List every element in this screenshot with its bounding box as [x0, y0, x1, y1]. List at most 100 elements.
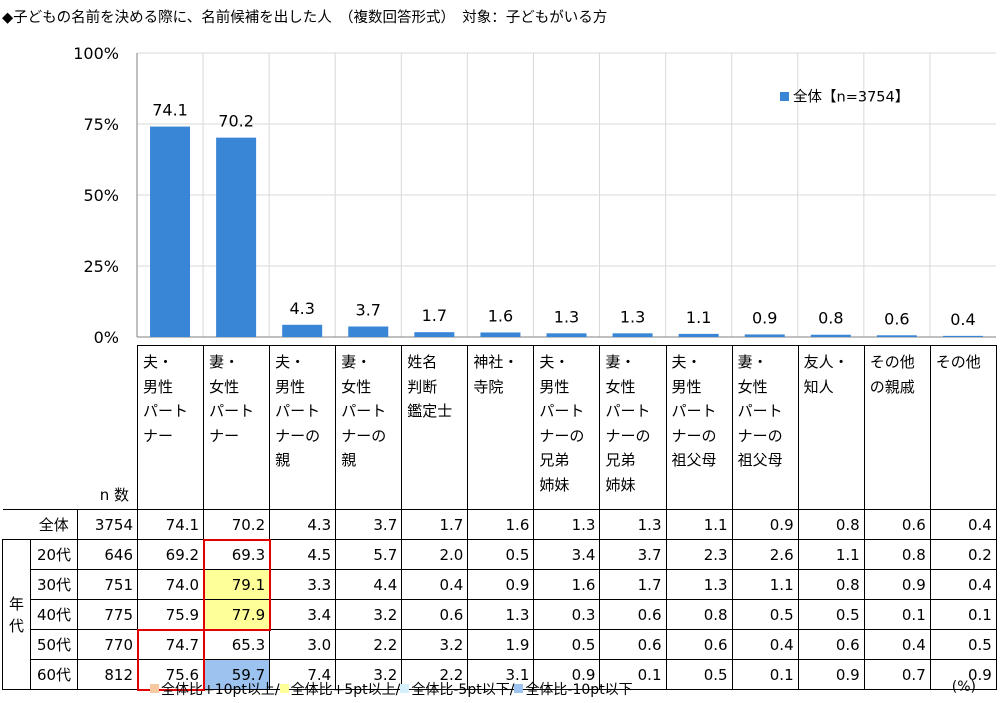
value-cell: 0.1: [599, 659, 667, 690]
value-cell: 75.6: [136, 659, 205, 690]
bar: [348, 326, 389, 337]
data-label: 0.6: [884, 309, 909, 328]
value-cell: 1.6: [467, 509, 535, 540]
row-label: 全体: [30, 509, 78, 540]
y-tick-label: 25%: [83, 257, 119, 276]
row-label: 60代: [30, 659, 78, 690]
column-header-line: 妻・: [737, 353, 768, 371]
n-count-cell: 812: [77, 659, 138, 690]
value-cell: 0.4: [731, 629, 799, 660]
column-header-line: ナーの: [737, 426, 783, 445]
column-header-line: 妻・: [605, 353, 636, 371]
bar: [414, 332, 455, 337]
column-header: 姓名 判断 鑑定士: [401, 345, 469, 510]
value-cell: 1.3: [467, 599, 535, 630]
column-header: 妻・ 女性 パート ナーの 兄弟 姉妹: [599, 345, 667, 510]
column-header-line: パート: [737, 402, 783, 420]
column-header-line: パート: [143, 402, 189, 420]
column-header-line: 兄弟: [539, 451, 570, 469]
y-tick-label: 50%: [83, 186, 119, 205]
column-header-line: 夫・: [539, 353, 570, 371]
bar: [216, 137, 257, 337]
data-label: 3.7: [356, 300, 381, 319]
column-header-line: ナーの: [539, 426, 585, 445]
column-header-line: の親戚: [869, 377, 915, 396]
column-header: 夫・ 男性 パート ナーの 祖父母: [665, 345, 733, 510]
value-cell: 0.8: [797, 509, 865, 540]
value-cell: 0.7: [863, 659, 931, 690]
data-label: 1.6: [488, 306, 513, 325]
value-cell: 0.8: [797, 569, 865, 600]
column-header: 妻・ 女性 パート ナーの 祖父母: [731, 345, 799, 510]
value-cell: 1.9: [467, 629, 535, 660]
column-header-line: 女性: [737, 377, 768, 396]
highlight-swatch: [279, 684, 289, 693]
value-cell: 0.6: [599, 629, 667, 660]
age-group-char: 年: [8, 594, 24, 613]
value-cell: 2.3: [665, 539, 733, 570]
n-count-header: n 数: [2, 345, 138, 510]
column-header-line: パート: [605, 402, 651, 420]
value-cell: 0.5: [533, 629, 601, 660]
bar: [876, 335, 917, 337]
blank-cell: [2, 509, 31, 540]
highlight-legend-item: 全体比-10pt以下: [514, 682, 633, 698]
data-label: 1.3: [620, 307, 645, 326]
value-cell: 0.9: [467, 569, 535, 600]
value-cell: 0.9: [533, 659, 601, 690]
bar: [546, 333, 587, 337]
column-header-line: 男性: [143, 377, 174, 396]
value-cell: 4.3: [269, 509, 337, 540]
column-header: 夫・ 男性 パート ナー: [136, 345, 205, 510]
column-header-line: パート: [539, 402, 585, 420]
value-cell: 1.1: [797, 539, 865, 570]
highlight-legend-item: 全体比+10pt以上/: [150, 682, 280, 698]
column-header-line: ナーの: [605, 426, 651, 445]
n-count-cell: 770: [77, 629, 138, 660]
value-cell: 0.4: [863, 629, 931, 660]
value-cell: 3.7: [599, 539, 667, 570]
column-header-line: 女性: [209, 377, 240, 396]
row-label: 20代: [30, 539, 78, 570]
value-cell: 0.3: [533, 599, 601, 630]
column-header-line: その他: [935, 353, 981, 371]
value-cell: 4.5: [269, 539, 337, 570]
legend-label: 全体【n=3754】: [793, 88, 909, 106]
table-row: 年代 20代 646 69.2 69.3 4.5 5.7 2.0 0.5 3.4 3.7 2.3 2.6…: [2, 539, 997, 690]
value-cell: 69.3: [203, 539, 271, 570]
y-tick-label: 0%: [94, 328, 119, 347]
value-cell: 0.4: [401, 569, 469, 600]
highlight-swatch: [514, 684, 524, 693]
value-cell: 1.3: [533, 509, 601, 540]
value-cell: 0.6: [665, 629, 733, 660]
column-header-line: パート: [341, 402, 387, 420]
bar: [744, 334, 785, 337]
column-header-line: 姉妹: [539, 475, 570, 494]
value-cell: 3.0: [269, 629, 337, 660]
bar: [282, 324, 323, 337]
table-row: 40代 775 75.9 77.9 3.4 3.2 0.6 1.3 0.3 0.6 0.8 0.5 0.…: [3, 599, 997, 630]
value-cell: 3.7: [335, 509, 403, 540]
value-cell: 0.6: [599, 599, 667, 630]
column-header-line: 男性: [671, 377, 702, 396]
column-header: 友人・ 知人: [797, 345, 865, 510]
column-header: その他 の親戚: [863, 345, 931, 510]
bar: [942, 335, 983, 337]
value-cell: 0.8: [665, 599, 733, 630]
value-cell: 0.2: [929, 539, 997, 570]
value-cell: 1.6: [533, 569, 601, 600]
column-header-line: 姉妹: [605, 475, 636, 494]
column-header-line: ナーの: [671, 426, 717, 445]
y-tick-label: 100%: [73, 44, 119, 63]
column-header-line: 妻・: [341, 353, 372, 371]
table-row: 50代 770 74.7 65.3 3.0 2.2 3.2 1.9 0.5 0.6 0.6 0.4 0.…: [3, 629, 997, 660]
column-header-line: パート: [275, 402, 321, 420]
column-header-line: ナーの: [275, 426, 321, 445]
value-cell: 69.2: [136, 539, 205, 570]
column-header-line: 親: [275, 451, 291, 469]
value-cell: 0.5: [665, 659, 733, 690]
value-cell: 74.1: [136, 509, 205, 540]
value-cell: 0.1: [929, 599, 997, 630]
value-cell: 79.1: [203, 569, 271, 600]
data-label: 1.7: [422, 306, 447, 325]
